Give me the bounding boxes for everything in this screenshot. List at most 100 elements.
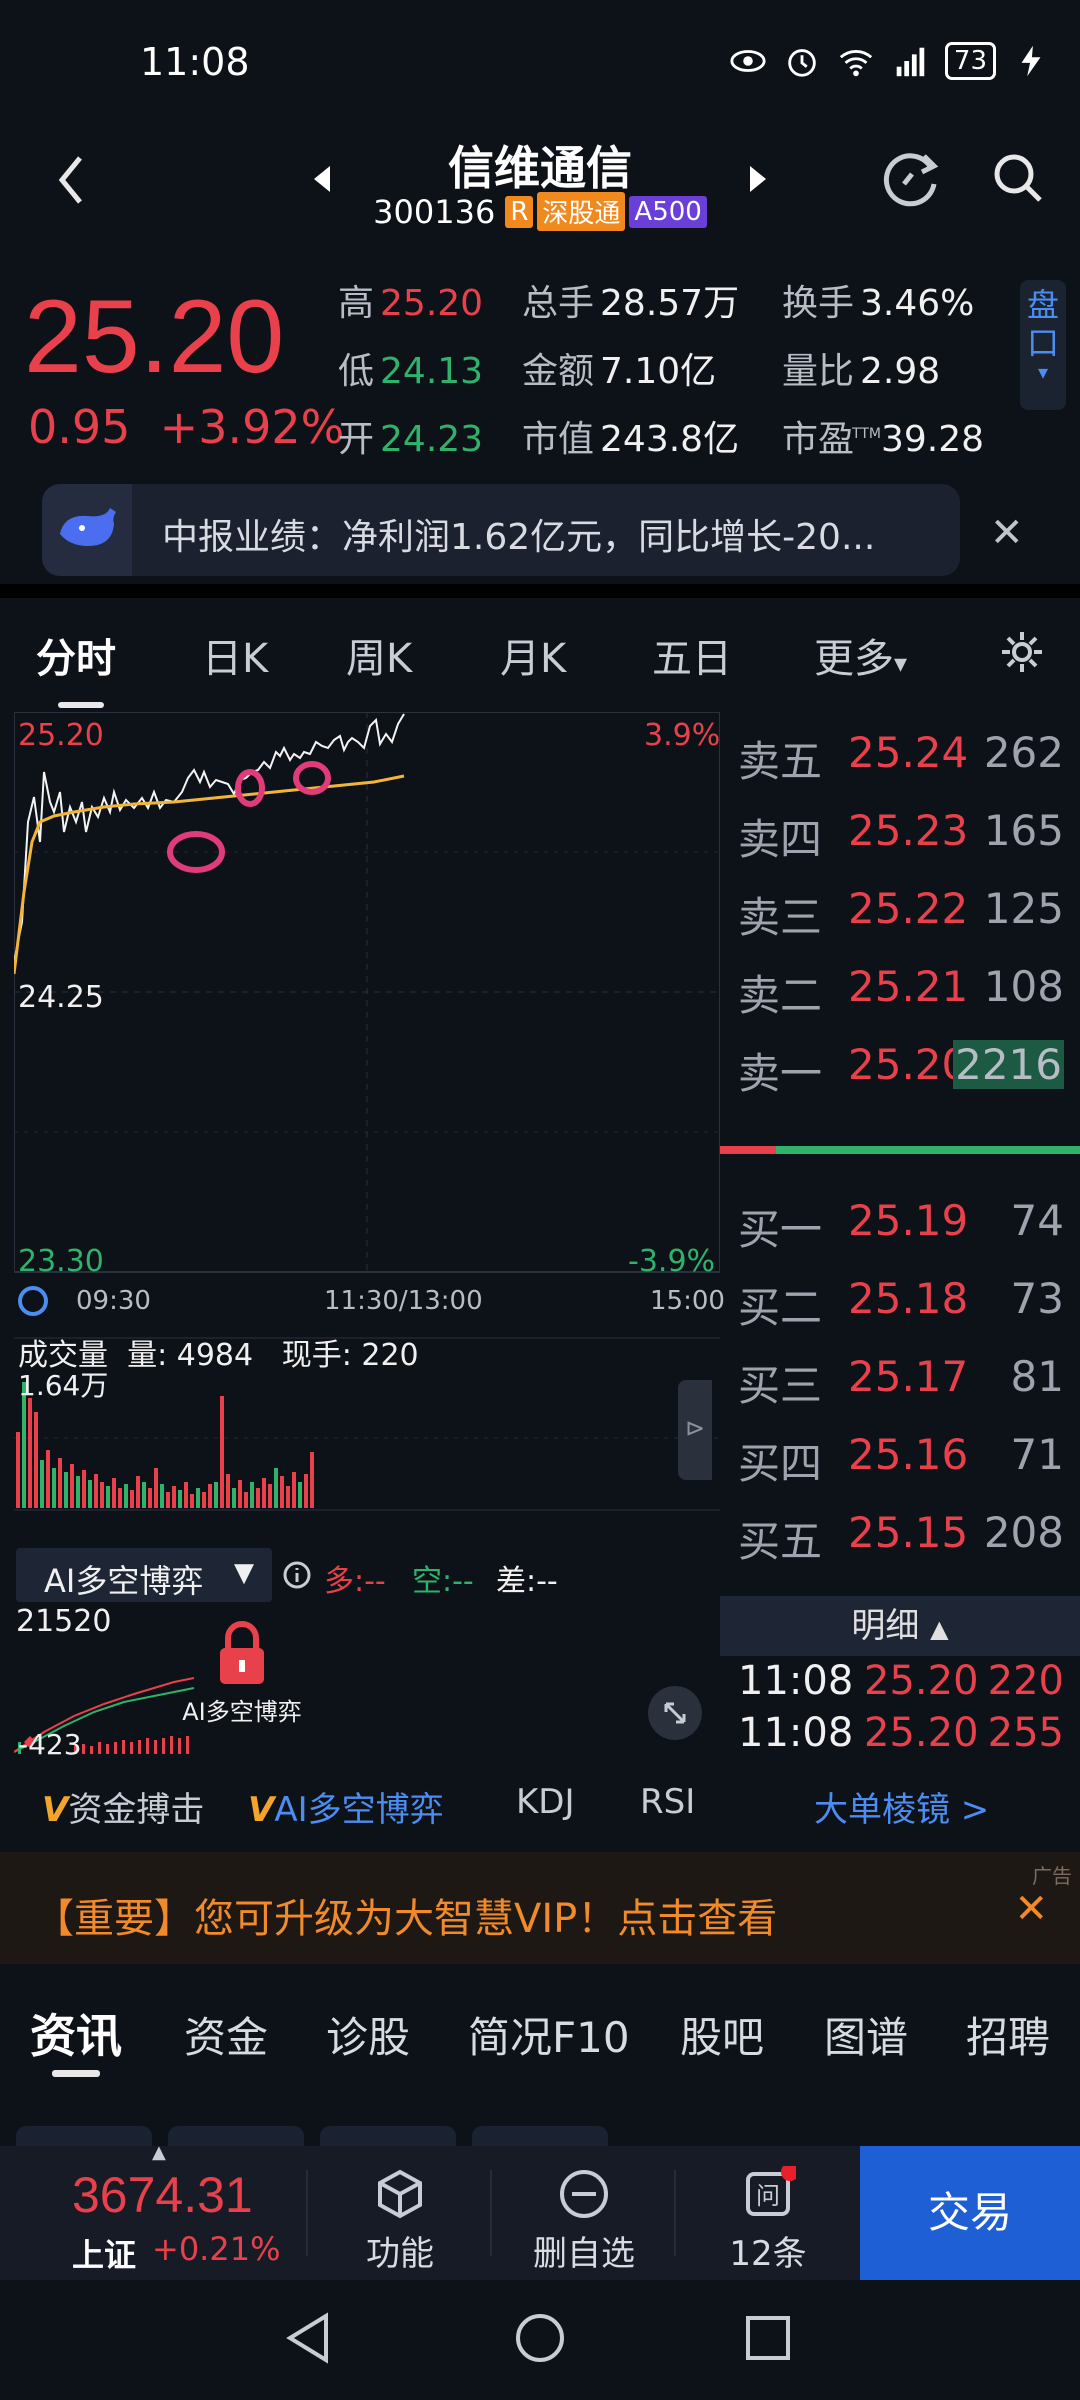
bid-row-2[interactable]: 买二 25.18 73 [738, 1274, 1064, 1332]
tag-a500: A500 [629, 195, 707, 228]
ad-text: 【重要】您可升级为大智慧VIP！点击查看 [34, 1896, 778, 1942]
expand-arrow-icon: ⊳ [684, 1414, 706, 1442]
intraday-chart[interactable] [14, 712, 720, 1758]
detail-toggle[interactable]: 明细 ▲ [720, 1596, 1080, 1656]
settings-icon[interactable] [998, 628, 1046, 676]
tag-shenguton: 深股通 [537, 192, 626, 231]
expand-panel-handle[interactable]: ⊳ [678, 1380, 712, 1480]
questions-button[interactable]: 问 12条 [708, 2166, 828, 2275]
tab-jobs[interactable]: 招聘 [966, 2013, 1051, 2062]
tab-more[interactable]: 更多▾ [814, 636, 908, 682]
status-time: 11:08 [140, 40, 250, 84]
remove-watchlist-button[interactable]: 删自选 [524, 2166, 644, 2275]
stat-market-cap: 市值 243.8亿 [522, 419, 740, 460]
expand-up-icon: ▲ [152, 2142, 166, 2163]
bid-row-1[interactable]: 买一 25.19 74 [738, 1196, 1064, 1254]
tab-fund-battle[interactable]: V资金搏击 [42, 1790, 205, 1830]
tab-five-day[interactable]: 五日 [652, 636, 732, 682]
search-icon[interactable] [990, 150, 1046, 206]
index-widget[interactable]: ▲ 3674.31 上证 +0.21% [0, 2142, 306, 2280]
signal-icon [896, 47, 925, 77]
pankou-button[interactable]: 盘口 ▾ [1020, 280, 1066, 410]
close-icon[interactable]: ✕ [990, 510, 1024, 556]
tab-daily-k[interactable]: 日K [202, 636, 269, 682]
index-change: +0.21% [152, 2230, 281, 2268]
home-nav-icon[interactable] [512, 2310, 568, 2366]
wifi-icon [839, 50, 873, 77]
tab-ai-game[interactable]: VAI多空博弈 [248, 1790, 444, 1830]
bid-row-5[interactable]: 买五 25.15 208 [738, 1508, 1064, 1566]
content-tabs: 资讯 资金 诊股 简况F10 股吧 图谱 招聘 [0, 1974, 1080, 2146]
recents-nav-icon[interactable] [744, 2314, 792, 2362]
tick-row: 11:08 25.20 255 [738, 1710, 1064, 1756]
stock-header: 信维通信 300136 R 深股通 A500 [0, 120, 1080, 240]
tab-funds[interactable]: 资金 [184, 2013, 269, 2062]
news-text: 中报业绩：净利润1.62亿元，同比增长-20... [162, 517, 876, 558]
svg-text:问: 问 [756, 2182, 780, 2210]
news-banner[interactable]: 中报业绩：净利润1.62亿元，同比增长-20... [42, 484, 960, 576]
index-name: 上证 [72, 2236, 137, 2274]
detail-title: 明细 [851, 1606, 920, 1646]
status-icons: 73 [729, 42, 1050, 80]
function-button[interactable]: 功能 [340, 2166, 460, 2275]
charging-icon [1021, 45, 1041, 77]
ai-lock-overlay[interactable]: AI多空博弈 [178, 1618, 306, 1728]
cube-icon [378, 2169, 422, 2219]
chart-pct-high: 3.9% [644, 718, 721, 753]
question-icon: 问 [746, 2166, 796, 2216]
stat-turnover: 换手 3.46% [782, 283, 975, 324]
chart-time-end: 15:00 [650, 1286, 725, 1316]
tab-intraday[interactable]: 分时 [36, 636, 116, 682]
content-tab-indicator [52, 2070, 100, 2077]
ask-row-1[interactable]: 卖一 25.20 2216 [738, 1040, 1064, 1098]
tab-graph[interactable]: 图谱 [824, 2013, 909, 2062]
back-nav-icon[interactable] [282, 2310, 334, 2366]
system-nav-bar [0, 2280, 1080, 2400]
lock-icon [220, 1621, 264, 1684]
tab-kdj[interactable]: KDJ [516, 1782, 575, 1822]
alarm-icon [788, 49, 816, 77]
next-stock-icon[interactable] [746, 164, 770, 194]
stat-volume: 总手 28.57万 [522, 283, 740, 324]
vip-ad-banner[interactable]: 【重要】您可升级为大智慧VIP！点击查看 广告 ✕ [0, 1852, 1080, 1964]
prev-stock-icon[interactable] [310, 164, 334, 194]
tab-forum[interactable]: 股吧 [680, 2013, 765, 2062]
bid-row-3[interactable]: 买三 25.17 81 [738, 1352, 1064, 1410]
ask-row-3[interactable]: 卖三 25.22 125 [738, 884, 1064, 942]
fullscreen-icon[interactable] [646, 1684, 704, 1742]
bottom-toolbar: ▲ 3674.31 上证 +0.21% 功能 删自选 问 12条 交易 [0, 2142, 1080, 2280]
tab-news[interactable]: 资讯 [30, 2009, 122, 2063]
ask-row-2[interactable]: 卖二 25.21 108 [738, 962, 1064, 1020]
volume-max: 1.64万 [18, 1369, 109, 1402]
bid-ask-ratio-bar [720, 1146, 1080, 1154]
tab-weekly-k[interactable]: 周K [346, 636, 413, 682]
back-icon[interactable] [52, 152, 92, 208]
tab-f10[interactable]: 简况F10 [468, 2013, 630, 2062]
battery-indicator: 73 [944, 42, 996, 80]
ai-long: 多:-- [324, 1564, 386, 1599]
bid-row-4[interactable]: 买四 25.16 71 [738, 1430, 1064, 1488]
ai-short: 空:-- [412, 1564, 474, 1599]
tab-monthly-k[interactable]: 月K [500, 636, 567, 682]
big-order-prism-link[interactable]: 大单棱镜 > [814, 1790, 990, 1830]
minus-circle-icon [560, 2170, 608, 2218]
ai-indicator-selector[interactable]: AI多空博弈 ▼ [16, 1548, 272, 1602]
tag-r: R [505, 195, 534, 228]
stat-volume-ratio: 量比 2.98 [782, 351, 941, 392]
ai-diff: 差:-- [496, 1564, 558, 1599]
stock-subtitle: 300136 R 深股通 A500 [0, 192, 1080, 231]
ask-row-4[interactable]: 卖四 25.23 165 [738, 806, 1064, 864]
volume-label: 成交量 量: 4984 现手: 220 [18, 1338, 419, 1373]
tab-diagnosis[interactable]: 诊股 [326, 2013, 411, 2062]
stat-high: 高 25.20 [338, 283, 484, 324]
current-price: 25.20 [24, 279, 285, 395]
info-icon[interactable] [282, 1560, 312, 1590]
caret-up-icon: ▲ [930, 1615, 949, 1643]
ai-bottom-value: -423 [18, 1728, 82, 1761]
ask-row-5[interactable]: 卖五 25.24 262 [738, 728, 1064, 786]
tab-rsi[interactable]: RSI [640, 1782, 696, 1822]
close-icon[interactable]: ✕ [1014, 1886, 1048, 1932]
trade-button[interactable]: 交易 [860, 2146, 1080, 2280]
time-circle-icon[interactable] [16, 1284, 50, 1318]
refresh-icon[interactable] [880, 148, 942, 210]
